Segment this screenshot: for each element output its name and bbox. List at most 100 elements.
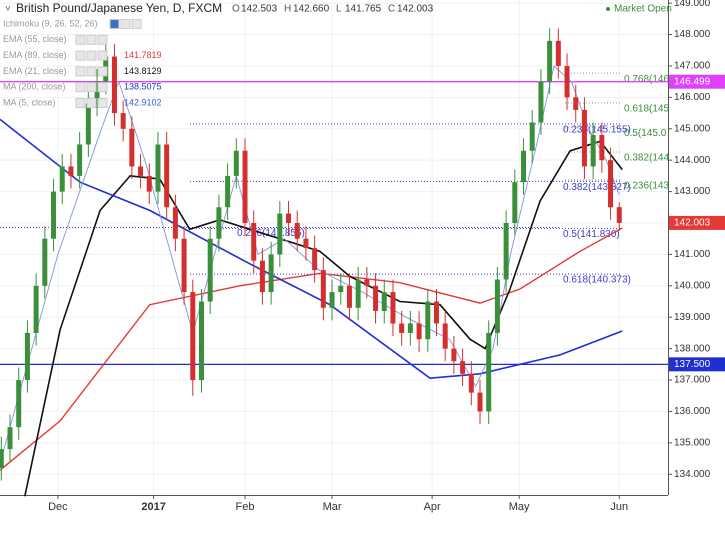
candle-body xyxy=(33,285,39,333)
y-tick-label: 134.000 xyxy=(674,469,711,480)
fib-label: 0.768(146 xyxy=(624,74,669,85)
fib-label: 0.5(145.0 xyxy=(624,128,667,139)
candle-body xyxy=(312,248,318,271)
candle-body xyxy=(555,40,561,66)
candle-body xyxy=(416,323,422,340)
candle-body xyxy=(468,373,474,393)
candle-body xyxy=(225,175,231,208)
indicator-button[interactable] xyxy=(75,66,86,77)
candle-body xyxy=(198,301,204,381)
indicator-button[interactable] xyxy=(97,82,108,93)
candle-body xyxy=(120,113,126,129)
plot-area: 0.236(141.856) 0.236(145.155) 0.382(143.32… xyxy=(0,0,669,497)
candle-body xyxy=(251,223,257,261)
x-tick-label: 2017 xyxy=(141,501,165,513)
candle-body xyxy=(242,150,248,224)
ohlc-letter: O xyxy=(232,4,240,15)
x-tick-label: May xyxy=(509,501,530,513)
candle-body xyxy=(94,81,100,104)
indicator-button[interactable] xyxy=(75,50,86,61)
candle-body xyxy=(512,182,518,224)
candle-body xyxy=(399,323,405,333)
candle-body xyxy=(190,292,196,381)
candle-body xyxy=(521,150,527,183)
y-tick-label: 147.000 xyxy=(674,61,711,72)
candle-body xyxy=(164,144,170,208)
candle-body xyxy=(24,332,30,381)
candle-body xyxy=(590,135,596,167)
ohlc-value: 142.503 xyxy=(241,4,278,15)
candle-body xyxy=(303,238,309,249)
fib-label: 0.382(144 xyxy=(624,153,669,164)
candle-body xyxy=(259,260,265,293)
fib-label: 0.5(141.830) xyxy=(563,229,620,240)
candle-body xyxy=(68,166,74,176)
candle-body xyxy=(233,150,239,176)
y-tick-label: 140.000 xyxy=(674,280,711,291)
ma-line xyxy=(24,140,623,497)
indicator-button[interactable] xyxy=(86,34,97,45)
indicator-button[interactable] xyxy=(131,19,142,29)
indicator-value: 141.7819 xyxy=(124,50,162,60)
y-tick-label: 143.000 xyxy=(674,186,711,197)
indicator-button[interactable] xyxy=(97,50,108,61)
y-tick-label: 135.000 xyxy=(674,438,711,449)
x-tick-label: Dec xyxy=(48,501,68,513)
candle-body xyxy=(381,292,387,311)
candle-body xyxy=(216,207,222,239)
indicator-name: EMA (89, close) xyxy=(3,50,67,60)
x-tick-label: Apr xyxy=(424,501,441,513)
candle-body xyxy=(286,213,292,224)
candle-body xyxy=(425,301,431,340)
indicator-button[interactable] xyxy=(75,98,86,108)
y-tick-label: 141.000 xyxy=(674,249,711,260)
market-status: Market Open xyxy=(614,4,672,15)
candle-body xyxy=(294,223,300,239)
indicator-button[interactable] xyxy=(75,34,86,45)
candle-body xyxy=(51,191,57,239)
indicator-name: Ichimoku (9, 26, 52, 26) xyxy=(3,18,98,28)
indicator-button[interactable] xyxy=(86,50,97,61)
candle-body xyxy=(268,254,274,293)
candle-body xyxy=(146,175,152,192)
candle-body xyxy=(42,238,48,286)
indicator-button[interactable] xyxy=(97,66,108,77)
fib-label: 0.618(140.373) xyxy=(563,275,631,286)
candle-body xyxy=(529,122,535,151)
candle-body xyxy=(390,292,396,324)
indicator-button[interactable] xyxy=(75,82,86,93)
candle-body xyxy=(407,323,413,333)
candle-body xyxy=(599,135,605,161)
indicator-button[interactable] xyxy=(86,66,97,77)
symbol-title: British Pound/Japanese Yen, D, FXCM xyxy=(16,1,222,15)
candle-body xyxy=(172,207,178,239)
candle-body xyxy=(486,332,492,412)
indicator-button[interactable] xyxy=(109,19,120,29)
y-tick-label: 146.000 xyxy=(674,92,711,103)
fib-label: 0.618(145 xyxy=(624,104,669,115)
candle-body xyxy=(16,380,22,428)
indicator-button[interactable] xyxy=(86,98,97,108)
fib-label: 0.382(143.327) xyxy=(563,182,631,193)
candle-body xyxy=(573,97,579,110)
collapse-arrow[interactable]: ˅ xyxy=(5,4,11,15)
indicator-name: EMA (55, close) xyxy=(3,34,67,44)
indicator-value: 138.5075 xyxy=(124,82,162,92)
candle-body xyxy=(616,207,622,223)
candle-body xyxy=(111,56,117,114)
candle-body xyxy=(460,361,466,374)
price-tag-label: 146.499 xyxy=(674,76,711,87)
ohlc-letter: L xyxy=(336,4,342,15)
indicator-button[interactable] xyxy=(120,19,131,29)
indicator-button[interactable] xyxy=(97,98,108,108)
y-tick-label: 148.000 xyxy=(674,29,711,40)
candle-body xyxy=(85,103,91,145)
indicator-button[interactable] xyxy=(97,34,108,45)
candle-body xyxy=(320,270,326,308)
indicator-button[interactable] xyxy=(86,82,97,93)
y-tick-label: 145.000 xyxy=(674,123,711,134)
candle-body xyxy=(355,279,361,308)
x-tick-label: Jun xyxy=(610,501,628,513)
